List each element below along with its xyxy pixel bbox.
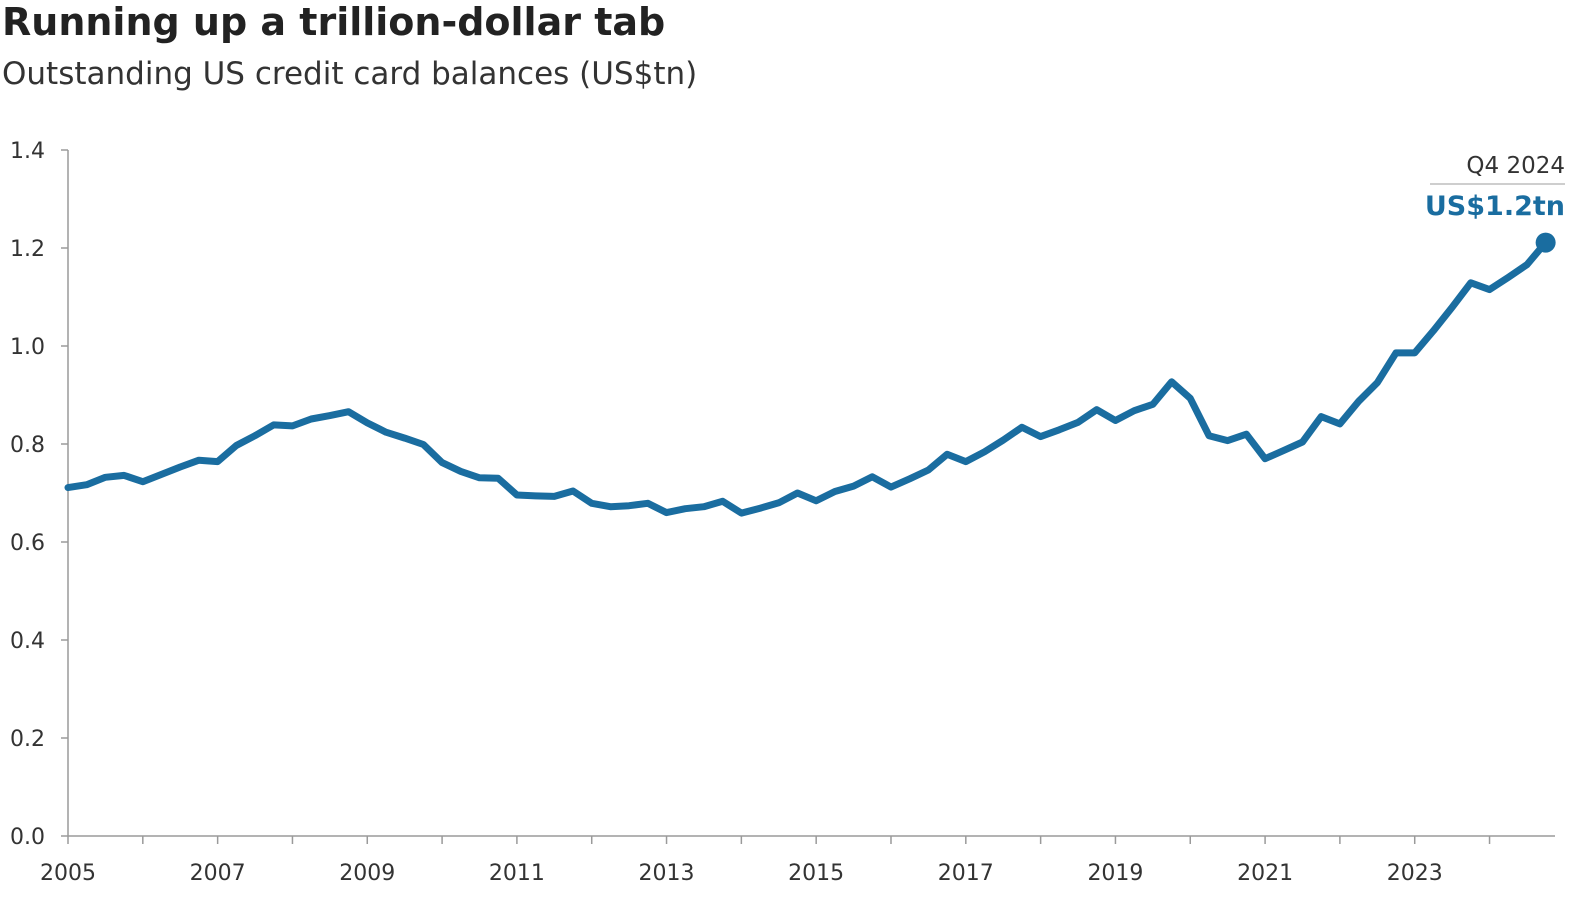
- y-tick-label: 0.8: [10, 433, 45, 458]
- x-tick-label: 2013: [639, 861, 695, 886]
- x-tick-label: 2005: [40, 861, 96, 886]
- y-tick-label: 0.4: [10, 629, 45, 654]
- series-layer: [64, 239, 1550, 517]
- y-tick-label: 1.0: [10, 335, 45, 360]
- x-axis: 2005 2007 2009 2011 2013 2015 2017 2019 2021 2023: [40, 835, 1555, 886]
- end-point-marker: [1535, 232, 1556, 253]
- chart-title: Running up a trillion-dollar tab: [2, 0, 666, 44]
- y-axis: 0.0 0.2 0.4 0.6 0.8 1.0 1.2 1.4: [10, 139, 69, 850]
- x-tick-label: 2023: [1387, 861, 1443, 886]
- y-tick-label: 1.4: [10, 139, 45, 164]
- y-tick-label: 0.6: [10, 531, 45, 556]
- x-tick-label: 2009: [339, 861, 395, 886]
- x-tick-label: 2011: [489, 861, 545, 886]
- x-tick-label: 2017: [938, 861, 994, 886]
- x-tick-label: 2021: [1237, 861, 1293, 886]
- x-tick-label: 2019: [1087, 861, 1143, 886]
- y-tick-label: 0.2: [10, 727, 45, 752]
- x-tick-label: 2007: [190, 861, 246, 886]
- series-line: [64, 239, 1550, 517]
- annotation-date: Q4 2024: [1466, 153, 1565, 179]
- y-tick-label: 0.0: [10, 825, 45, 850]
- annotation-value: US$1.2tn: [1425, 191, 1565, 222]
- chart-subtitle: Outstanding US credit card balances (US$…: [2, 56, 698, 92]
- annotation-layer: Q4 2024 US$1.2tn: [1425, 153, 1565, 253]
- x-tick-label: 2015: [788, 861, 844, 886]
- y-tick-label: 1.2: [10, 237, 45, 262]
